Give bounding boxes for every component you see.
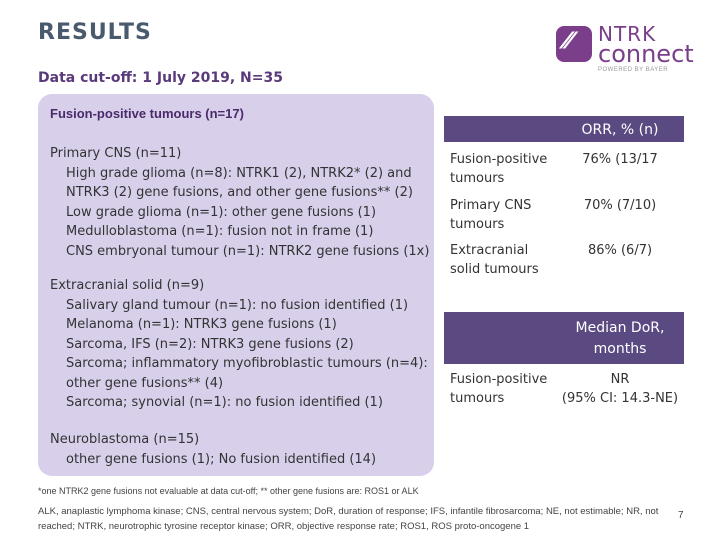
dor-header-blank (444, 312, 556, 364)
abbreviations: ALK, anaplastic lymphoma kinase; CNS, ce… (38, 506, 659, 532)
logo-name-line2: connect (598, 40, 694, 68)
orr-header-blank (444, 116, 556, 142)
data-cutoff-subtitle: Data cut-off: 1 July 2019, N=35 (38, 70, 283, 86)
orr-row-label: Primary CNS tumours (450, 198, 532, 232)
neuroblastoma-block: Neuroblastoma (n=15) other gene fusions … (50, 430, 376, 469)
extracranial-line: Salivary gland tumour (n=1): no fusion i… (66, 297, 409, 313)
orr-row-label: Fusion-positive tumours (450, 152, 548, 186)
dor-header: Median DoR, months (575, 320, 665, 357)
panel-heading: Fusion-positive tumours (n=17) (50, 106, 244, 121)
dor-row-value: NR (95% CI: 14.3-NE) (561, 372, 679, 406)
cns-line: High grade glioma (n=8): NTRK1 (2), NTRK… (66, 165, 412, 181)
orr-header: ORR, % (n) (581, 122, 659, 138)
extracranial-line: Sarcoma, IFS (n=2): NTRK3 gene fusions (… (66, 336, 354, 352)
extracranial-title: Extracranial solid (n=9) (50, 278, 205, 293)
orr-row-value: 70% (7/10) (583, 198, 657, 213)
neuroblastoma-line: other gene fusions (1); No fusion identi… (66, 451, 377, 467)
neuroblastoma-title: Neuroblastoma (n=15) (50, 432, 200, 447)
orr-header-box (556, 116, 684, 142)
orr-row-value: 76% (13/17 (582, 152, 658, 167)
fusion-tumours-panel (38, 94, 434, 476)
logo-name-line1: NTRK (598, 22, 657, 46)
page-number: 7 (678, 510, 684, 521)
extracranial-line: Sarcoma; inflammatory myofibroblastic tu… (66, 356, 428, 371)
extracranial-line: Sarcoma; synovial (n=1): no fusion ident… (66, 395, 383, 410)
cns-line: NTRK3 (2) gene fusions, and other gene f… (66, 185, 413, 200)
logo-powered-by: POWERED BY BAYER (598, 67, 669, 73)
cns-line: Low grade glioma (n=1): other gene fusio… (66, 204, 377, 220)
extracranial-block: Extracranial solid (n=9) Salivary gland … (50, 276, 428, 413)
orr-row-label: Extracranial solid tumours (450, 243, 539, 277)
primary-cns-block: Primary CNS (n=11) High grade glioma (n=… (50, 144, 429, 261)
footnote: *one NTRK2 gene fusions not evaluable at… (38, 486, 419, 496)
primary-cns-title: Primary CNS (n=11) (50, 146, 182, 161)
ntrk-connect-logo: ⁄⁄ NTRK connect POWERED BY BAYER (556, 22, 696, 74)
dor-header-box (556, 312, 684, 364)
cns-line: Medulloblastoma (n=1): fusion not in fra… (66, 224, 374, 239)
orr-row-value: 86% (6/7) (587, 243, 653, 258)
extracranial-line: Melanoma (n=1): NTRK3 gene fusions (1) (66, 317, 337, 332)
dor-row-label: Fusion-positive tumours (450, 372, 548, 406)
logo-mark-icon: ⁄⁄ (556, 26, 592, 62)
page-title: RESULTS (38, 20, 152, 45)
extracranial-line: other gene fusions** (4) (66, 375, 224, 391)
cns-line: CNS embryonal tumour (n=1): NTRK2 gene f… (66, 243, 430, 259)
